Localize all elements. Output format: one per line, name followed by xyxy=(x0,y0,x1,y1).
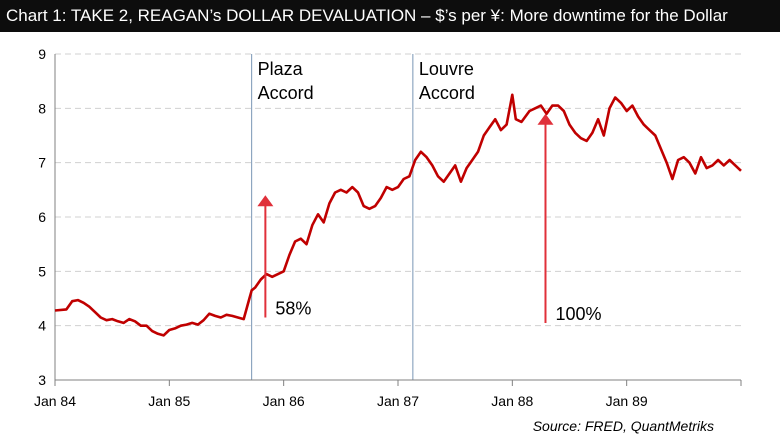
x-tick-label: Jan 88 xyxy=(491,393,533,409)
chart-title: Chart 1: TAKE 2, REAGAN’s DOLLAR DEVALUA… xyxy=(0,0,780,32)
y-tick-label: 3 xyxy=(38,372,46,388)
y-tick-label: 9 xyxy=(38,46,46,62)
event-label: Louvre xyxy=(419,59,474,79)
event-label: Plaza xyxy=(258,59,304,79)
y-tick-label: 4 xyxy=(38,318,46,334)
event-label: Accord xyxy=(258,83,314,103)
series-line xyxy=(54,93,742,337)
source-note: Source: FRED, QuantMetriks xyxy=(532,418,714,434)
series-layer xyxy=(54,93,742,337)
gridlines xyxy=(55,53,741,327)
x-tick-label: Jan 86 xyxy=(263,393,305,409)
y-tick-label: 7 xyxy=(38,155,46,171)
event-label: Accord xyxy=(419,83,475,103)
growth-arrows xyxy=(257,113,554,323)
percent-label: 100% xyxy=(555,304,601,324)
x-tick-label: Jan 89 xyxy=(606,393,648,409)
labels: 3 4 5 6 7 8 9 Jan 84 Jan 85 Jan 86 Jan 87 Jan 88 Jan… xyxy=(34,46,648,409)
percent-label: 58% xyxy=(275,299,311,319)
axes xyxy=(54,54,742,386)
x-tick-label: Jan 87 xyxy=(377,393,419,409)
y-tick-label: 8 xyxy=(38,100,46,116)
event-markers xyxy=(251,54,414,380)
x-tick-label: Jan 84 xyxy=(34,393,76,409)
y-tick-label: 5 xyxy=(38,263,46,279)
arrow-head xyxy=(257,195,274,207)
arrow-head xyxy=(537,113,554,125)
x-tick-label: Jan 85 xyxy=(148,393,190,409)
y-tick-label: 6 xyxy=(38,209,46,225)
